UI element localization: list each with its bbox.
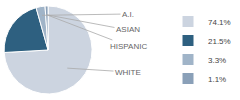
svg-text:21.5%: 21.5%: [208, 37, 231, 46]
svg-text:3.3%: 3.3%: [208, 56, 226, 65]
svg-text:WHITE: WHITE: [115, 68, 141, 77]
svg-text:A.I.: A.I.: [122, 10, 134, 19]
svg-text:HISPANIC: HISPANIC: [110, 42, 147, 51]
svg-text:1.1%: 1.1%: [208, 75, 226, 84]
svg-text:74.1%: 74.1%: [208, 18, 231, 27]
svg-text:ASIAN: ASIAN: [116, 25, 140, 34]
